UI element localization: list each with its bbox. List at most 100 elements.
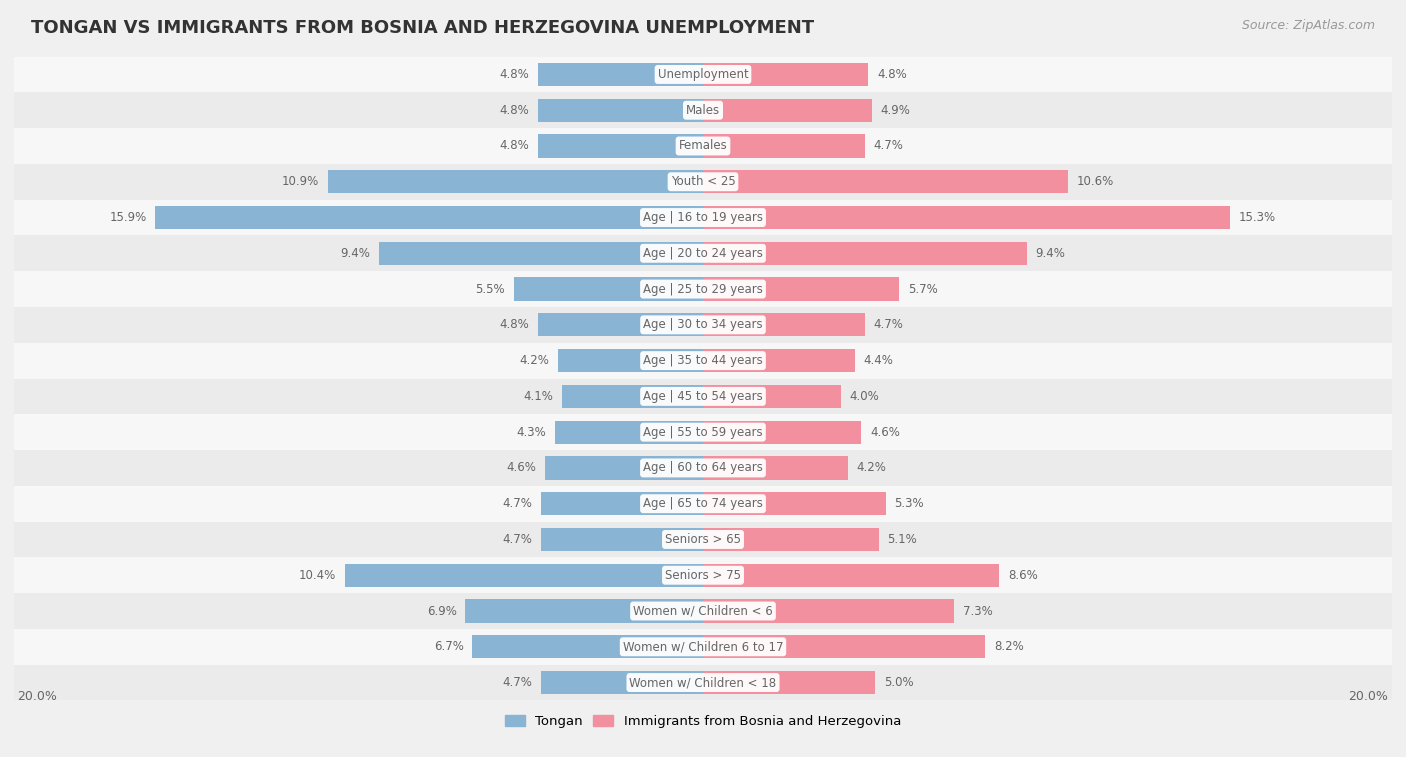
Text: 4.7%: 4.7% bbox=[502, 497, 533, 510]
Text: 4.8%: 4.8% bbox=[877, 68, 907, 81]
Text: 15.9%: 15.9% bbox=[110, 211, 146, 224]
Bar bbox=[14, 271, 1392, 307]
Bar bbox=[703, 385, 841, 408]
Bar bbox=[14, 307, 1392, 343]
Text: 9.4%: 9.4% bbox=[1035, 247, 1066, 260]
Text: 4.8%: 4.8% bbox=[499, 319, 529, 332]
Bar bbox=[328, 170, 703, 193]
Text: 5.1%: 5.1% bbox=[887, 533, 917, 546]
Bar bbox=[703, 600, 955, 622]
Bar bbox=[703, 313, 865, 336]
Bar bbox=[703, 241, 1026, 265]
Text: 4.9%: 4.9% bbox=[880, 104, 910, 117]
Text: 4.8%: 4.8% bbox=[499, 68, 529, 81]
Bar bbox=[14, 450, 1392, 486]
Text: 5.5%: 5.5% bbox=[475, 282, 505, 295]
Bar bbox=[14, 414, 1392, 450]
Bar bbox=[537, 63, 703, 86]
Text: 6.7%: 6.7% bbox=[433, 640, 464, 653]
Text: Women w/ Children < 18: Women w/ Children < 18 bbox=[630, 676, 776, 689]
Bar bbox=[703, 135, 865, 157]
Text: 4.0%: 4.0% bbox=[849, 390, 879, 403]
Bar bbox=[558, 349, 703, 372]
Bar bbox=[14, 378, 1392, 414]
Text: 9.4%: 9.4% bbox=[340, 247, 371, 260]
Text: 4.2%: 4.2% bbox=[520, 354, 550, 367]
Text: 20.0%: 20.0% bbox=[1348, 690, 1389, 703]
Bar bbox=[541, 492, 703, 516]
Text: Age | 30 to 34 years: Age | 30 to 34 years bbox=[643, 319, 763, 332]
Bar bbox=[14, 200, 1392, 235]
Text: Youth < 25: Youth < 25 bbox=[671, 176, 735, 188]
Text: 8.6%: 8.6% bbox=[1008, 569, 1038, 581]
Text: 4.3%: 4.3% bbox=[516, 425, 547, 438]
Bar bbox=[14, 557, 1392, 593]
Text: 8.2%: 8.2% bbox=[994, 640, 1024, 653]
Bar bbox=[14, 486, 1392, 522]
Text: Age | 55 to 59 years: Age | 55 to 59 years bbox=[643, 425, 763, 438]
Bar bbox=[703, 278, 900, 301]
Bar bbox=[703, 349, 855, 372]
Bar bbox=[544, 456, 703, 479]
Text: 5.0%: 5.0% bbox=[884, 676, 914, 689]
Bar bbox=[14, 128, 1392, 164]
Bar bbox=[703, 528, 879, 551]
Text: 5.7%: 5.7% bbox=[908, 282, 938, 295]
Bar bbox=[541, 671, 703, 694]
Bar bbox=[14, 92, 1392, 128]
Bar bbox=[380, 241, 703, 265]
Text: Age | 25 to 29 years: Age | 25 to 29 years bbox=[643, 282, 763, 295]
Bar bbox=[14, 629, 1392, 665]
Text: Females: Females bbox=[679, 139, 727, 152]
Bar bbox=[465, 600, 703, 622]
Text: 4.7%: 4.7% bbox=[873, 139, 904, 152]
Text: 10.9%: 10.9% bbox=[281, 176, 319, 188]
Bar bbox=[555, 421, 703, 444]
Text: 4.6%: 4.6% bbox=[506, 462, 536, 475]
Bar bbox=[703, 564, 1000, 587]
Text: 4.7%: 4.7% bbox=[502, 676, 533, 689]
Bar bbox=[703, 421, 862, 444]
Text: Women w/ Children 6 to 17: Women w/ Children 6 to 17 bbox=[623, 640, 783, 653]
Text: TONGAN VS IMMIGRANTS FROM BOSNIA AND HERZEGOVINA UNEMPLOYMENT: TONGAN VS IMMIGRANTS FROM BOSNIA AND HER… bbox=[31, 19, 814, 37]
Bar bbox=[513, 278, 703, 301]
Text: 6.9%: 6.9% bbox=[427, 605, 457, 618]
Bar bbox=[703, 456, 848, 479]
Bar bbox=[562, 385, 703, 408]
Text: Age | 45 to 54 years: Age | 45 to 54 years bbox=[643, 390, 763, 403]
Text: 4.2%: 4.2% bbox=[856, 462, 886, 475]
Bar bbox=[344, 564, 703, 587]
Bar bbox=[703, 98, 872, 122]
Text: 4.4%: 4.4% bbox=[863, 354, 893, 367]
Text: 10.6%: 10.6% bbox=[1077, 176, 1114, 188]
Text: Women w/ Children < 6: Women w/ Children < 6 bbox=[633, 605, 773, 618]
Text: 4.8%: 4.8% bbox=[499, 139, 529, 152]
Text: 4.6%: 4.6% bbox=[870, 425, 900, 438]
Text: Age | 16 to 19 years: Age | 16 to 19 years bbox=[643, 211, 763, 224]
Legend: Tongan, Immigrants from Bosnia and Herzegovina: Tongan, Immigrants from Bosnia and Herze… bbox=[499, 709, 907, 734]
Text: Unemployment: Unemployment bbox=[658, 68, 748, 81]
Bar bbox=[703, 671, 875, 694]
Text: 7.3%: 7.3% bbox=[963, 605, 993, 618]
Text: 15.3%: 15.3% bbox=[1239, 211, 1275, 224]
Text: 4.1%: 4.1% bbox=[523, 390, 553, 403]
Text: Age | 20 to 24 years: Age | 20 to 24 years bbox=[643, 247, 763, 260]
Text: Seniors > 65: Seniors > 65 bbox=[665, 533, 741, 546]
Text: Source: ZipAtlas.com: Source: ZipAtlas.com bbox=[1241, 19, 1375, 32]
Text: 5.3%: 5.3% bbox=[894, 497, 924, 510]
Text: 4.8%: 4.8% bbox=[499, 104, 529, 117]
Bar bbox=[14, 164, 1392, 200]
Text: 20.0%: 20.0% bbox=[17, 690, 58, 703]
Bar bbox=[155, 206, 703, 229]
Bar bbox=[14, 665, 1392, 700]
Bar bbox=[537, 313, 703, 336]
Bar bbox=[14, 235, 1392, 271]
Bar bbox=[14, 522, 1392, 557]
Text: 10.4%: 10.4% bbox=[299, 569, 336, 581]
Bar bbox=[703, 170, 1069, 193]
Bar bbox=[703, 635, 986, 659]
Text: Males: Males bbox=[686, 104, 720, 117]
Bar bbox=[703, 63, 869, 86]
Bar bbox=[14, 593, 1392, 629]
Text: 4.7%: 4.7% bbox=[873, 319, 904, 332]
